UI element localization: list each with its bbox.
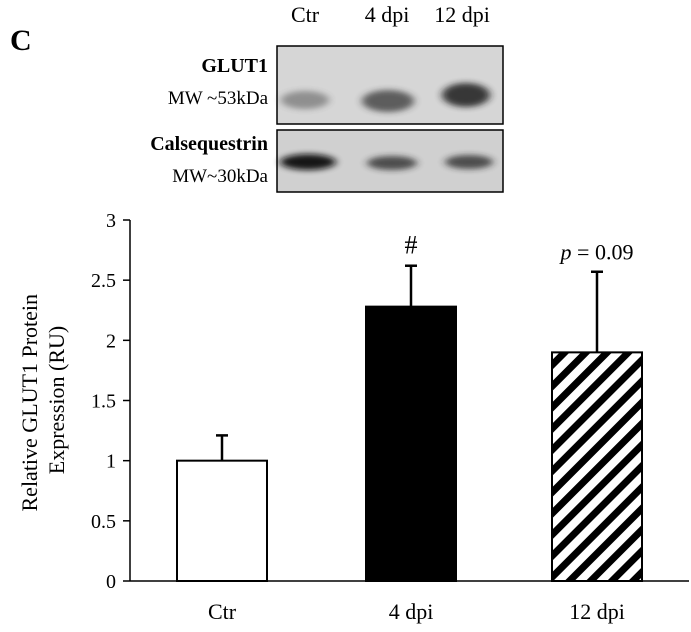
calsequestrin-band-12dpi	[445, 155, 493, 169]
annotations: # p = 0.09	[405, 231, 634, 265]
x-tick-label: Ctr	[208, 599, 237, 624]
calsequestrin-band-ctr	[280, 154, 336, 170]
bar-4-dpi	[365, 305, 457, 582]
blot-lane-label-12dpi: 12 dpi	[434, 2, 490, 27]
bars	[176, 264, 643, 582]
blot-lane-label-4dpi: 4 dpi	[365, 2, 410, 27]
annotation: #	[405, 231, 418, 260]
glut1-band-12dpi	[442, 83, 490, 107]
y-axis-label-line2: Expression (RU)	[44, 326, 69, 474]
calsequestrin-band-4dpi	[367, 156, 417, 170]
x-tick-label: 4 dpi	[389, 599, 434, 624]
annotation-text: #	[405, 231, 418, 260]
bar-chart: 0 0.5 1 1.5 2 2.5 3 Ctr 4 dpi 12 dpi # p = 0.09 R…	[17, 210, 689, 624]
bar-ctr	[176, 459, 268, 582]
blot-lane-label-ctr: Ctr	[291, 2, 320, 27]
annotation-italic: p	[559, 240, 572, 265]
blot-protein-glut1: GLUT1	[201, 55, 268, 77]
y-tick-label: 2	[106, 330, 116, 352]
x-tick-label: 12 dpi	[569, 599, 625, 624]
blot-mw-glut1: MW ~53kDa	[168, 88, 269, 109]
panel-label: C	[10, 24, 32, 57]
y-axis-label: Relative GLUT1 Protein Expression (RU)	[17, 288, 69, 511]
glut1-band-4dpi	[362, 90, 414, 112]
annotation-text: = 0.09	[572, 240, 634, 265]
y-tick-label: 1	[106, 451, 116, 473]
x-tick-labels: Ctr 4 dpi 12 dpi	[208, 599, 625, 624]
blot-bands-glut1	[281, 83, 490, 112]
glut1-band-ctr	[281, 91, 329, 109]
y-tick-label: 0.5	[91, 511, 116, 533]
blot-mw-calsequestrin: MW~30kDa	[172, 166, 268, 187]
blot-lane-labels: Ctr 4 dpi 12 dpi	[291, 2, 490, 27]
bar-12-dpi	[551, 351, 643, 582]
y-axis-label-line1: Relative GLUT1 Protein	[17, 294, 42, 512]
blot-bands-calsequestrin	[280, 154, 493, 170]
y-tick-label: 3	[106, 210, 116, 232]
y-tick-label: 2.5	[91, 270, 116, 292]
blot-protein-calsequestrin: Calsequestrin	[150, 133, 268, 155]
annotation: p = 0.09	[559, 240, 634, 265]
y-tick-label: 0	[106, 571, 116, 593]
y-ticks: 0 0.5 1 1.5 2 2.5 3	[91, 210, 130, 593]
y-tick-label: 1.5	[91, 391, 116, 413]
western-blot: Ctr 4 dpi 12 dpi GLUT1 MW ~53kDa Calsequ…	[150, 2, 504, 193]
